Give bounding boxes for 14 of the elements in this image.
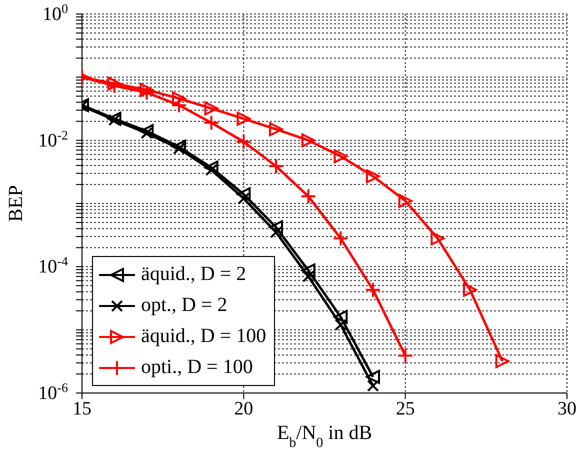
y-tick-label: 10$^{-4}$ <box>38 253 68 278</box>
legend-label: opt., D = 2 <box>141 294 228 317</box>
x-tick-label: 25 <box>396 398 415 420</box>
x-tick-label: 20 <box>234 398 254 420</box>
legend-label: äquid., D = 100 <box>141 325 266 348</box>
y-tick-label: 10$^{0}$ <box>42 0 68 25</box>
x-axis-title: E$_{b}$/N$_{0}$ in dB <box>276 422 372 450</box>
y-axis-title: BEP <box>5 185 27 222</box>
y-tick-label: 10$^{-6}$ <box>38 380 68 404</box>
x-tick-label: 15 <box>72 398 92 420</box>
legend-label: äquid., D = 2 <box>141 263 246 286</box>
x-tick-label: 30 <box>558 398 576 420</box>
y-tick-label: 10$^{-2}$ <box>38 126 68 152</box>
legend-label: opti., D = 100 <box>141 356 253 379</box>
